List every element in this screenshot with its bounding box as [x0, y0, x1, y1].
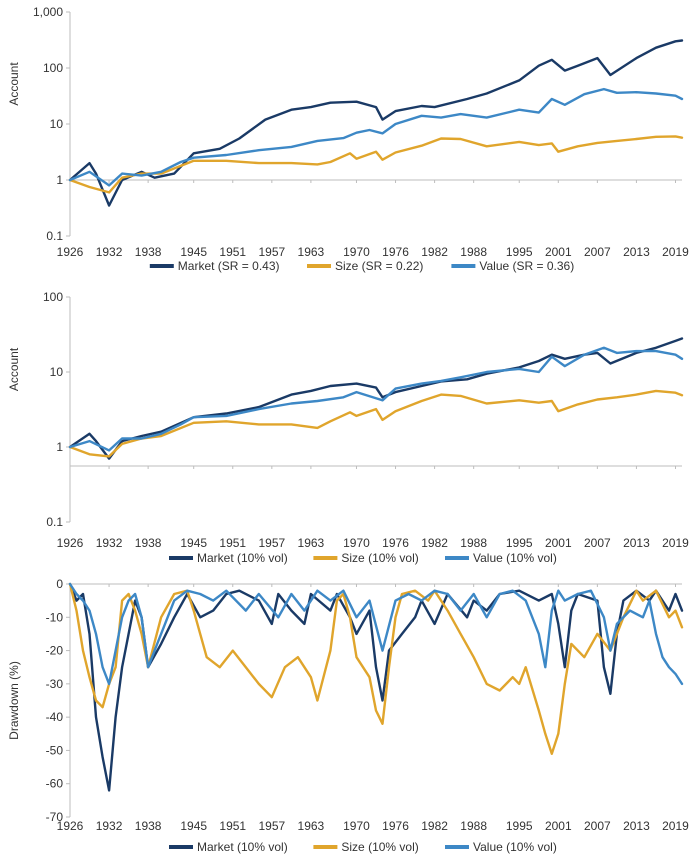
y-tick-label: 0.1 [46, 515, 63, 529]
y-tick-label: -50 [46, 743, 64, 757]
x-tick-label: 1926 [57, 536, 84, 550]
x-tick-label: 1982 [421, 245, 448, 259]
x-tick-label: 1988 [460, 819, 487, 833]
x-tick-label: 1938 [135, 819, 162, 833]
series-line-market [68, 39, 684, 207]
legend-label-size: Size (10% vol) [341, 551, 418, 565]
y-tick-label: -70 [46, 810, 64, 824]
legend: Market (10% vol) Size (10% vol) Value (10%… [169, 840, 557, 854]
x-tick-label: 1995 [506, 819, 533, 833]
x-tick-label: 1945 [180, 245, 207, 259]
y-tick-label: 0.1 [46, 229, 63, 243]
x-tick-label: 2019 [662, 536, 689, 550]
x-tick-label: 1957 [258, 245, 285, 259]
x-tick-label: 1938 [135, 536, 162, 550]
x-tick-label: 1976 [382, 819, 409, 833]
series-line-value [68, 87, 684, 187]
x-tick-label: 1932 [96, 536, 123, 550]
x-tick-label: 1976 [382, 245, 409, 259]
y-tick-label: 100 [43, 61, 63, 75]
legend-label-market: Market (SR = 0.43) [178, 259, 280, 273]
legend: Market (SR = 0.43) Size (SR = 0.22) Value … [149, 259, 574, 273]
series-line-value [68, 346, 684, 452]
y-tick-label: 100 [43, 290, 63, 304]
x-tick-label: 2013 [623, 819, 650, 833]
y-tick-label: -10 [46, 610, 64, 624]
x-tick-label: 1963 [298, 536, 325, 550]
y-axis-title: Account [7, 347, 21, 391]
y-tick-label: -40 [46, 710, 64, 724]
series-line-market [68, 582, 684, 792]
chart-panel-1: 0.1 1 10 100 1,000 Account 1926 1932 1938 1945 195… [7, 5, 689, 273]
x-tick-label: 2013 [623, 245, 650, 259]
x-tick-label: 1976 [382, 536, 409, 550]
chart-panel-3: 0 -10 -20 -30 -40 -50 -60 -70 Drawdown (%) 1926 19… [7, 577, 689, 854]
x-tick-label: 1970 [343, 819, 370, 833]
legend-label-size: Size (10% vol) [341, 840, 418, 854]
x-tick-label: 2007 [584, 536, 611, 550]
x-tick-label: 1926 [57, 819, 84, 833]
x-tick-label: 2001 [545, 819, 572, 833]
x-tick-label: 2013 [623, 536, 650, 550]
legend: Market (10% vol) Size (10% vol) Value (10%… [169, 551, 557, 565]
legend-label-value: Value (SR = 0.36) [479, 259, 574, 273]
chart-panel-2: 0.1 1 10 100 Account 1926 1932 1938 1945 1951 1957… [7, 290, 689, 565]
x-tick-label: 2001 [545, 536, 572, 550]
y-tick-label: -20 [46, 644, 64, 658]
y-tick-label: 1 [56, 440, 63, 454]
x-tick-label: 1951 [219, 536, 246, 550]
series-line-size [68, 135, 684, 194]
series-line-value [68, 582, 684, 686]
x-tick-label: 1945 [180, 819, 207, 833]
x-tick-label: 2019 [662, 245, 689, 259]
y-tick-label: 1,000 [33, 5, 63, 19]
x-tick-label: 1988 [460, 245, 487, 259]
series-line-size [68, 389, 684, 458]
y-tick-label: 10 [50, 117, 64, 131]
y-tick-label: -60 [46, 777, 64, 791]
y-axis-title: Drawdown (%) [7, 661, 21, 740]
y-tick-label: 0 [56, 577, 63, 591]
x-tick-label: 1970 [343, 245, 370, 259]
x-tick-label: 1982 [421, 536, 448, 550]
x-tick-label: 1951 [219, 819, 246, 833]
x-tick-label: 1988 [460, 536, 487, 550]
x-tick-label: 1945 [180, 536, 207, 550]
legend-label-value: Value (10% vol) [473, 551, 557, 565]
x-tick-label: 1951 [219, 245, 246, 259]
x-tick-label: 1938 [135, 245, 162, 259]
x-tick-label: 1995 [506, 245, 533, 259]
x-tick-label: 1926 [57, 245, 84, 259]
series-line-size [68, 582, 684, 755]
x-tick-label: 1957 [258, 536, 285, 550]
x-tick-label: 1982 [421, 819, 448, 833]
x-tick-label: 2001 [545, 245, 572, 259]
legend-label-market: Market (10% vol) [197, 551, 288, 565]
x-tick-label: 1963 [298, 245, 325, 259]
y-tick-label: 10 [50, 365, 64, 379]
x-tick-label: 1932 [96, 819, 123, 833]
x-tick-label: 2007 [584, 819, 611, 833]
x-tick-label: 1963 [298, 819, 325, 833]
legend-label-value: Value (10% vol) [473, 840, 557, 854]
x-tick-label: 1970 [343, 536, 370, 550]
x-tick-label: 2007 [584, 245, 611, 259]
x-tick-label: 1957 [258, 819, 285, 833]
legend-label-market: Market (10% vol) [197, 840, 288, 854]
x-tick-label: 1932 [96, 245, 123, 259]
x-tick-label: 1995 [506, 536, 533, 550]
x-tick-label: 2019 [662, 819, 689, 833]
y-tick-label: 1 [56, 173, 63, 187]
y-tick-label: -30 [46, 677, 64, 691]
legend-label-size: Size (SR = 0.22) [335, 259, 423, 273]
y-axis-title: Account [7, 62, 21, 106]
